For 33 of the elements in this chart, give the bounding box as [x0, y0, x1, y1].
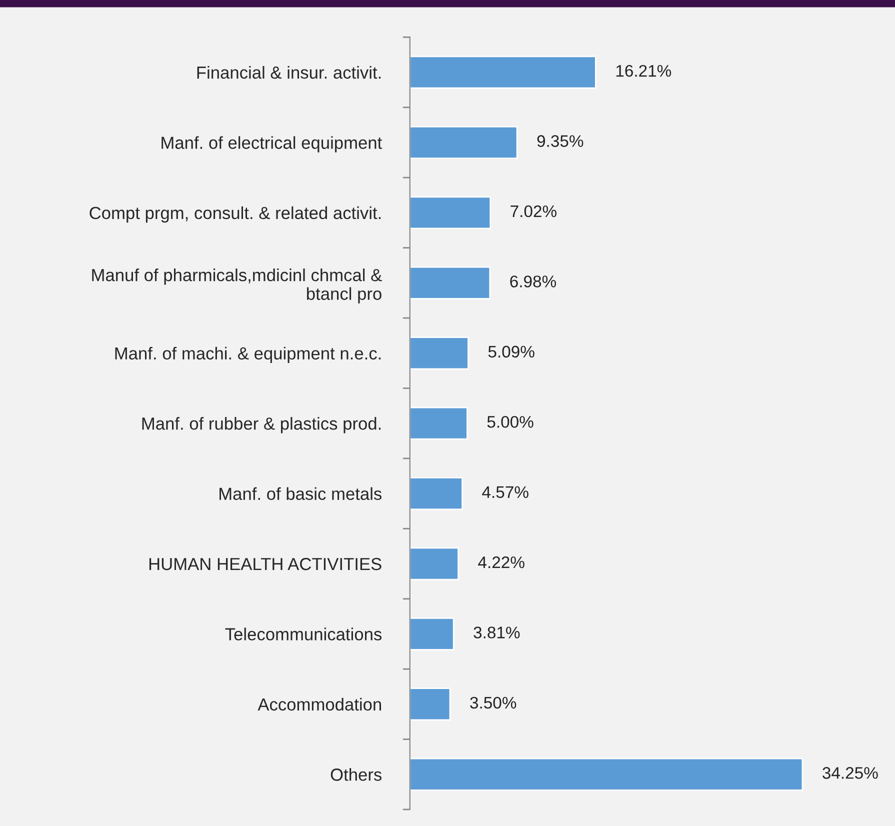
- data-label: 7.02%: [510, 205, 556, 218]
- bar: [410, 126, 518, 159]
- data-label: 3.50%: [470, 696, 516, 709]
- bar: [410, 617, 454, 650]
- data-label: 9.35%: [537, 135, 584, 147]
- y-tick-label: Manuf of pharmicals,mdicinl chmcal & btancl pro: [92, 268, 382, 304]
- data-label: 3.81%: [474, 626, 520, 638]
- y-tick-label: HUMAN HEALTH ACTIVITIES: [149, 558, 382, 570]
- data-label: 5.00%: [487, 416, 534, 428]
- bar: [410, 758, 804, 791]
- data-label: 5.09%: [488, 346, 534, 358]
- data-label: 16.21%: [616, 64, 672, 77]
- data-label: 4.57%: [482, 486, 528, 498]
- bar: [410, 406, 468, 440]
- y-tick-label: Telecommunications: [225, 628, 382, 640]
- data-label: 34.25%: [822, 767, 878, 779]
- data-label: 4.22%: [478, 556, 524, 568]
- bar: [410, 196, 492, 230]
- y-tick-label: Manf. of basic metals: [220, 487, 382, 500]
- y-tick-label: Manf. of rubber & plastics prod.: [142, 417, 381, 434]
- bar: [410, 477, 463, 510]
- y-tick-label: Others: [330, 768, 382, 781]
- bar: [410, 56, 596, 89]
- bar: [410, 547, 459, 580]
- y-tick-label: Compt prgm, consult. & related activit.: [90, 206, 381, 223]
- bar: [410, 266, 491, 300]
- data-label: 6.98%: [510, 276, 556, 288]
- y-tick-label: Manf. of machi. & equipment n.e.c.: [115, 346, 381, 364]
- y-tick-label: Manf. of electrical equipment: [162, 136, 382, 152]
- y-tick-label: Accommodation: [258, 698, 382, 711]
- bar: [410, 336, 469, 370]
- bar: [410, 688, 451, 721]
- y-tick-label: Financial & insur. activit.: [197, 66, 381, 79]
